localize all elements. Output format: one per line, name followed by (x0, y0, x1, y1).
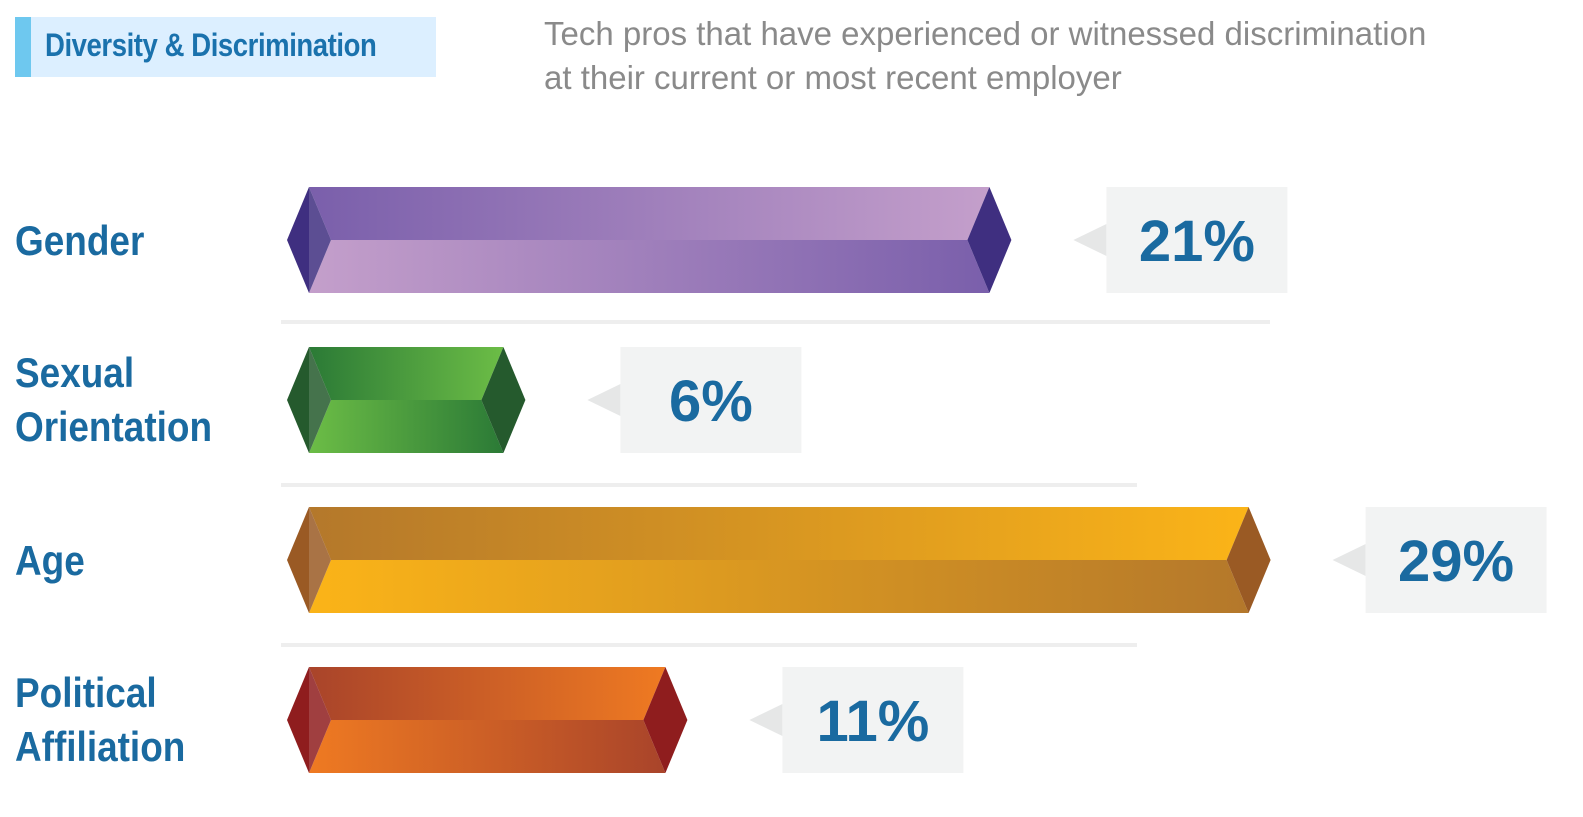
bar-left-bevel (309, 507, 331, 613)
value-callout-pointer (587, 384, 621, 416)
value-callout-box (1106, 187, 1288, 293)
chart-subtitle: Tech pros that have experienced or witne… (544, 12, 1544, 100)
bar-bottom-face (309, 720, 666, 773)
row-divider (281, 643, 1137, 647)
category-label-line: Age (15, 538, 85, 585)
bar-top-face (309, 187, 990, 240)
bar-right-cap (643, 667, 688, 773)
value-callout-box (1365, 507, 1547, 613)
row-divider (281, 320, 1270, 324)
category-label-line: Gender (15, 218, 144, 265)
bar-top-face (309, 667, 666, 720)
row-divider (281, 483, 1137, 487)
bar-left-cap (287, 507, 309, 613)
bar-bottom-face (309, 400, 504, 453)
value-callout-pointer (1332, 544, 1366, 576)
subtitle-line-1: Tech pros that have experienced or witne… (544, 15, 1427, 52)
category-label: Sexual Orientation (15, 350, 212, 451)
bar-bottom-face (309, 560, 1249, 613)
value-label: 29% (1398, 529, 1514, 594)
bar-left-cap (287, 187, 309, 293)
value-callout-box (620, 347, 802, 453)
bar-right-cap (1226, 507, 1271, 613)
tag-accent-bar (15, 17, 31, 77)
value-callout-box (782, 667, 964, 773)
category-label-line: Political (15, 670, 157, 717)
bar-left-bevel (309, 347, 331, 453)
category-label-line: Affiliation (15, 724, 185, 771)
section-tag: Diversity & Discrimination (15, 17, 436, 77)
value-label: 11% (816, 689, 929, 754)
bar-right-cap (481, 347, 526, 453)
bar-right-cap (967, 187, 1012, 293)
bar-0 (287, 187, 1012, 293)
value-label: 6% (669, 369, 753, 434)
bar-left-bevel (309, 187, 331, 293)
section-tag-label: Diversity & Discrimination (45, 27, 377, 63)
bar-3 (287, 667, 688, 773)
value-label: 21% (1139, 209, 1255, 274)
category-label: Age (15, 538, 85, 585)
category-label: Political Affiliation (15, 670, 185, 771)
category-label-line: Orientation (15, 404, 212, 451)
bar-left-bevel (309, 667, 331, 773)
bar-left-cap (287, 667, 309, 773)
category-label-line: Sexual (15, 350, 134, 397)
bar-top-face (309, 347, 504, 400)
value-callout-pointer (1073, 224, 1107, 256)
bar-2 (287, 507, 1271, 613)
subtitle-line-2: at their current or most recent employer (544, 59, 1122, 96)
bar-top-face (309, 507, 1249, 560)
bar-bottom-face (309, 240, 990, 293)
category-label: Gender (15, 218, 144, 265)
bar-1 (287, 347, 526, 453)
value-callout-pointer (749, 704, 783, 736)
bar-left-cap (287, 347, 309, 453)
